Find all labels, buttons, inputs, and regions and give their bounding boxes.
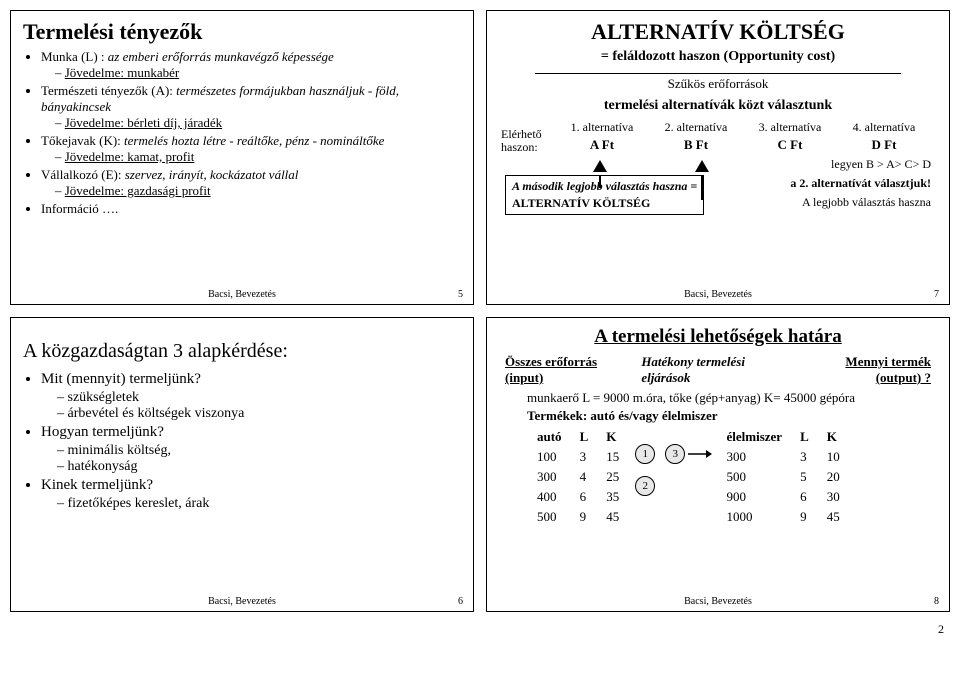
elelmiszer-table: élelmiszer L K 300310 500520 900630 1000… bbox=[716, 426, 849, 528]
footer: Bacsi, Bevezetés bbox=[487, 289, 949, 300]
divider bbox=[535, 73, 901, 74]
slide8-title: A termelési lehetőségek határa bbox=[499, 326, 937, 348]
q2b: hatékonyság bbox=[57, 459, 461, 475]
c-ft: C Ft bbox=[743, 137, 837, 153]
page-number: 8 bbox=[934, 596, 939, 607]
line1: munkaerő L = 9000 m.óra, tőke (gép+anyag… bbox=[527, 390, 937, 406]
arrow-a-icon bbox=[593, 160, 607, 188]
footer: Bacsi, Bevezetés bbox=[11, 596, 473, 607]
q1a: szükségletek bbox=[57, 390, 461, 406]
auto-table: autó L K 100315 300425 400635 500945 bbox=[527, 426, 629, 528]
sheet-page-number: 2 bbox=[10, 622, 950, 637]
slide-8: A termelési lehetőségek határa Összes er… bbox=[486, 317, 950, 612]
elerheto-label: Elérhető haszon: bbox=[501, 128, 542, 154]
label: Munka (L) : bbox=[41, 49, 105, 64]
arrow-3-icon: 3 bbox=[665, 444, 712, 464]
el-h2: K bbox=[819, 428, 848, 446]
legyen: legyen B > A> C> D bbox=[712, 157, 931, 172]
el-h0: élelmiszer bbox=[718, 428, 790, 446]
alt-4: 4. alternatíva bbox=[837, 120, 931, 135]
slide6-list: Mit (mennyit) termeljünk? bbox=[41, 371, 461, 388]
auto-h1: L bbox=[572, 428, 597, 446]
h1: Összes erőforrás (input) bbox=[505, 354, 624, 386]
q1-sub: szükségletek árbevétel és költségek visz… bbox=[57, 390, 461, 422]
slide-5: Termelési tényezők Munka (L) : az emberi… bbox=[10, 10, 474, 305]
slide5-toke: Tőkejavak (K): termelés hozta létre - re… bbox=[41, 133, 461, 165]
circle-col: 1 2 bbox=[635, 444, 655, 496]
footer: Bacsi, Bevezetés bbox=[11, 289, 473, 300]
slide5-term: Természeti tényezők (A): természetes for… bbox=[41, 83, 461, 131]
q3: Kinek termeljünk? bbox=[41, 477, 461, 494]
b-ft: B Ft bbox=[649, 137, 743, 153]
jov: Jövedelme: kamat, profit bbox=[55, 149, 461, 165]
slide7-right-notes: legyen B > A> C> D a 2. alternatívát vál… bbox=[712, 157, 931, 210]
auto-h0: autó bbox=[529, 428, 570, 446]
alt-3: 3. alternatíva bbox=[743, 120, 837, 135]
jov: Jövedelme: gazdasági profit bbox=[55, 183, 461, 199]
slide-7: ALTERNATÍV KÖLTSÉG = feláldozott haszon … bbox=[486, 10, 950, 305]
valaszt: termelési alternatívák közt választunk bbox=[505, 98, 931, 114]
jov: Jövedelme: bérleti díj, járadék bbox=[55, 115, 461, 131]
szukos: Szűkös erőforrások bbox=[505, 76, 931, 92]
slide8-heads: Összes erőforrás (input) Hatékony termel… bbox=[505, 354, 931, 386]
el-h1: L bbox=[792, 428, 817, 446]
line2: Termékek: autó és/vagy élelmiszer bbox=[527, 408, 937, 424]
desc: termelés hozta létre - reáltőke, pénz - … bbox=[124, 133, 384, 148]
q1b: árbevétel és költségek viszonya bbox=[57, 406, 461, 422]
q2: Hogyan termeljünk? bbox=[41, 424, 461, 441]
a2: a 2. alternatívát választjuk! bbox=[712, 176, 931, 191]
q2a: minimális költség, bbox=[57, 443, 461, 459]
slide5-title: Termelési tényezők bbox=[23, 19, 461, 45]
alt-2: 2. alternatíva bbox=[649, 120, 743, 135]
q3a: fizetőképes kereslet, árak bbox=[57, 496, 461, 512]
label: Vállalkozó (E): bbox=[41, 167, 122, 182]
d-ft: D Ft bbox=[837, 137, 931, 153]
page-number: 7 bbox=[934, 289, 939, 300]
slide-6: A közgazdaságtan 3 alapkérdése: Mit (men… bbox=[10, 317, 474, 612]
slide7-title: ALTERNATÍV KÖLTSÉG bbox=[505, 19, 931, 45]
page-number: 5 bbox=[458, 289, 463, 300]
alternatives-row: 1. alternatíva 2. alternatíva 3. alterna… bbox=[555, 120, 931, 135]
slide5-list: Munka (L) : az emberi erőforrás munkavég… bbox=[41, 49, 461, 217]
arrow-b-icon bbox=[695, 160, 709, 200]
h2: Hatékony termelési eljárások bbox=[641, 354, 786, 386]
label: Természeti tényezők (A): bbox=[41, 83, 173, 98]
circle-3: 3 bbox=[665, 444, 685, 464]
alt-1: 1. alternatíva bbox=[555, 120, 649, 135]
jov: Jövedelme: munkabér bbox=[55, 65, 461, 81]
page-number: 6 bbox=[458, 596, 463, 607]
slide6-title: A közgazdaságtan 3 alapkérdése: bbox=[23, 340, 461, 363]
auto-h2: K bbox=[598, 428, 627, 446]
desc: az emberi erőforrás munkavégző képessége bbox=[108, 49, 334, 64]
desc: szervez, irányít, kockázatot vállal bbox=[125, 167, 299, 182]
box-line2: ALTERNATÍV KÖLTSÉG bbox=[512, 196, 697, 211]
h3: Mennyi termék (output) ? bbox=[803, 354, 931, 386]
slide5-info: Információ …. bbox=[41, 201, 461, 217]
legjobb: A legjobb választás haszna bbox=[712, 195, 931, 210]
slide7-subtitle: = feláldozott haszon (Opportunity cost) bbox=[505, 49, 931, 65]
circle-2: 2 bbox=[635, 476, 655, 496]
q1: Mit (mennyit) termeljünk? bbox=[41, 371, 461, 388]
a-ft: A Ft bbox=[555, 137, 649, 153]
slide5-munka: Munka (L) : az emberi erőforrás munkavég… bbox=[41, 49, 461, 81]
haszon-row: A Ft B Ft C Ft D Ft bbox=[555, 137, 931, 153]
q2-sub: minimális költség, hatékonyság bbox=[57, 443, 461, 475]
footer: Bacsi, Bevezetés bbox=[487, 596, 949, 607]
circle-1: 1 bbox=[635, 444, 655, 464]
q3-sub: fizetőképes kereslet, árak bbox=[57, 496, 461, 512]
label: Tőkejavak (K): bbox=[41, 133, 121, 148]
slide5-vall: Vállalkozó (E): szervez, irányít, kockáz… bbox=[41, 167, 461, 199]
